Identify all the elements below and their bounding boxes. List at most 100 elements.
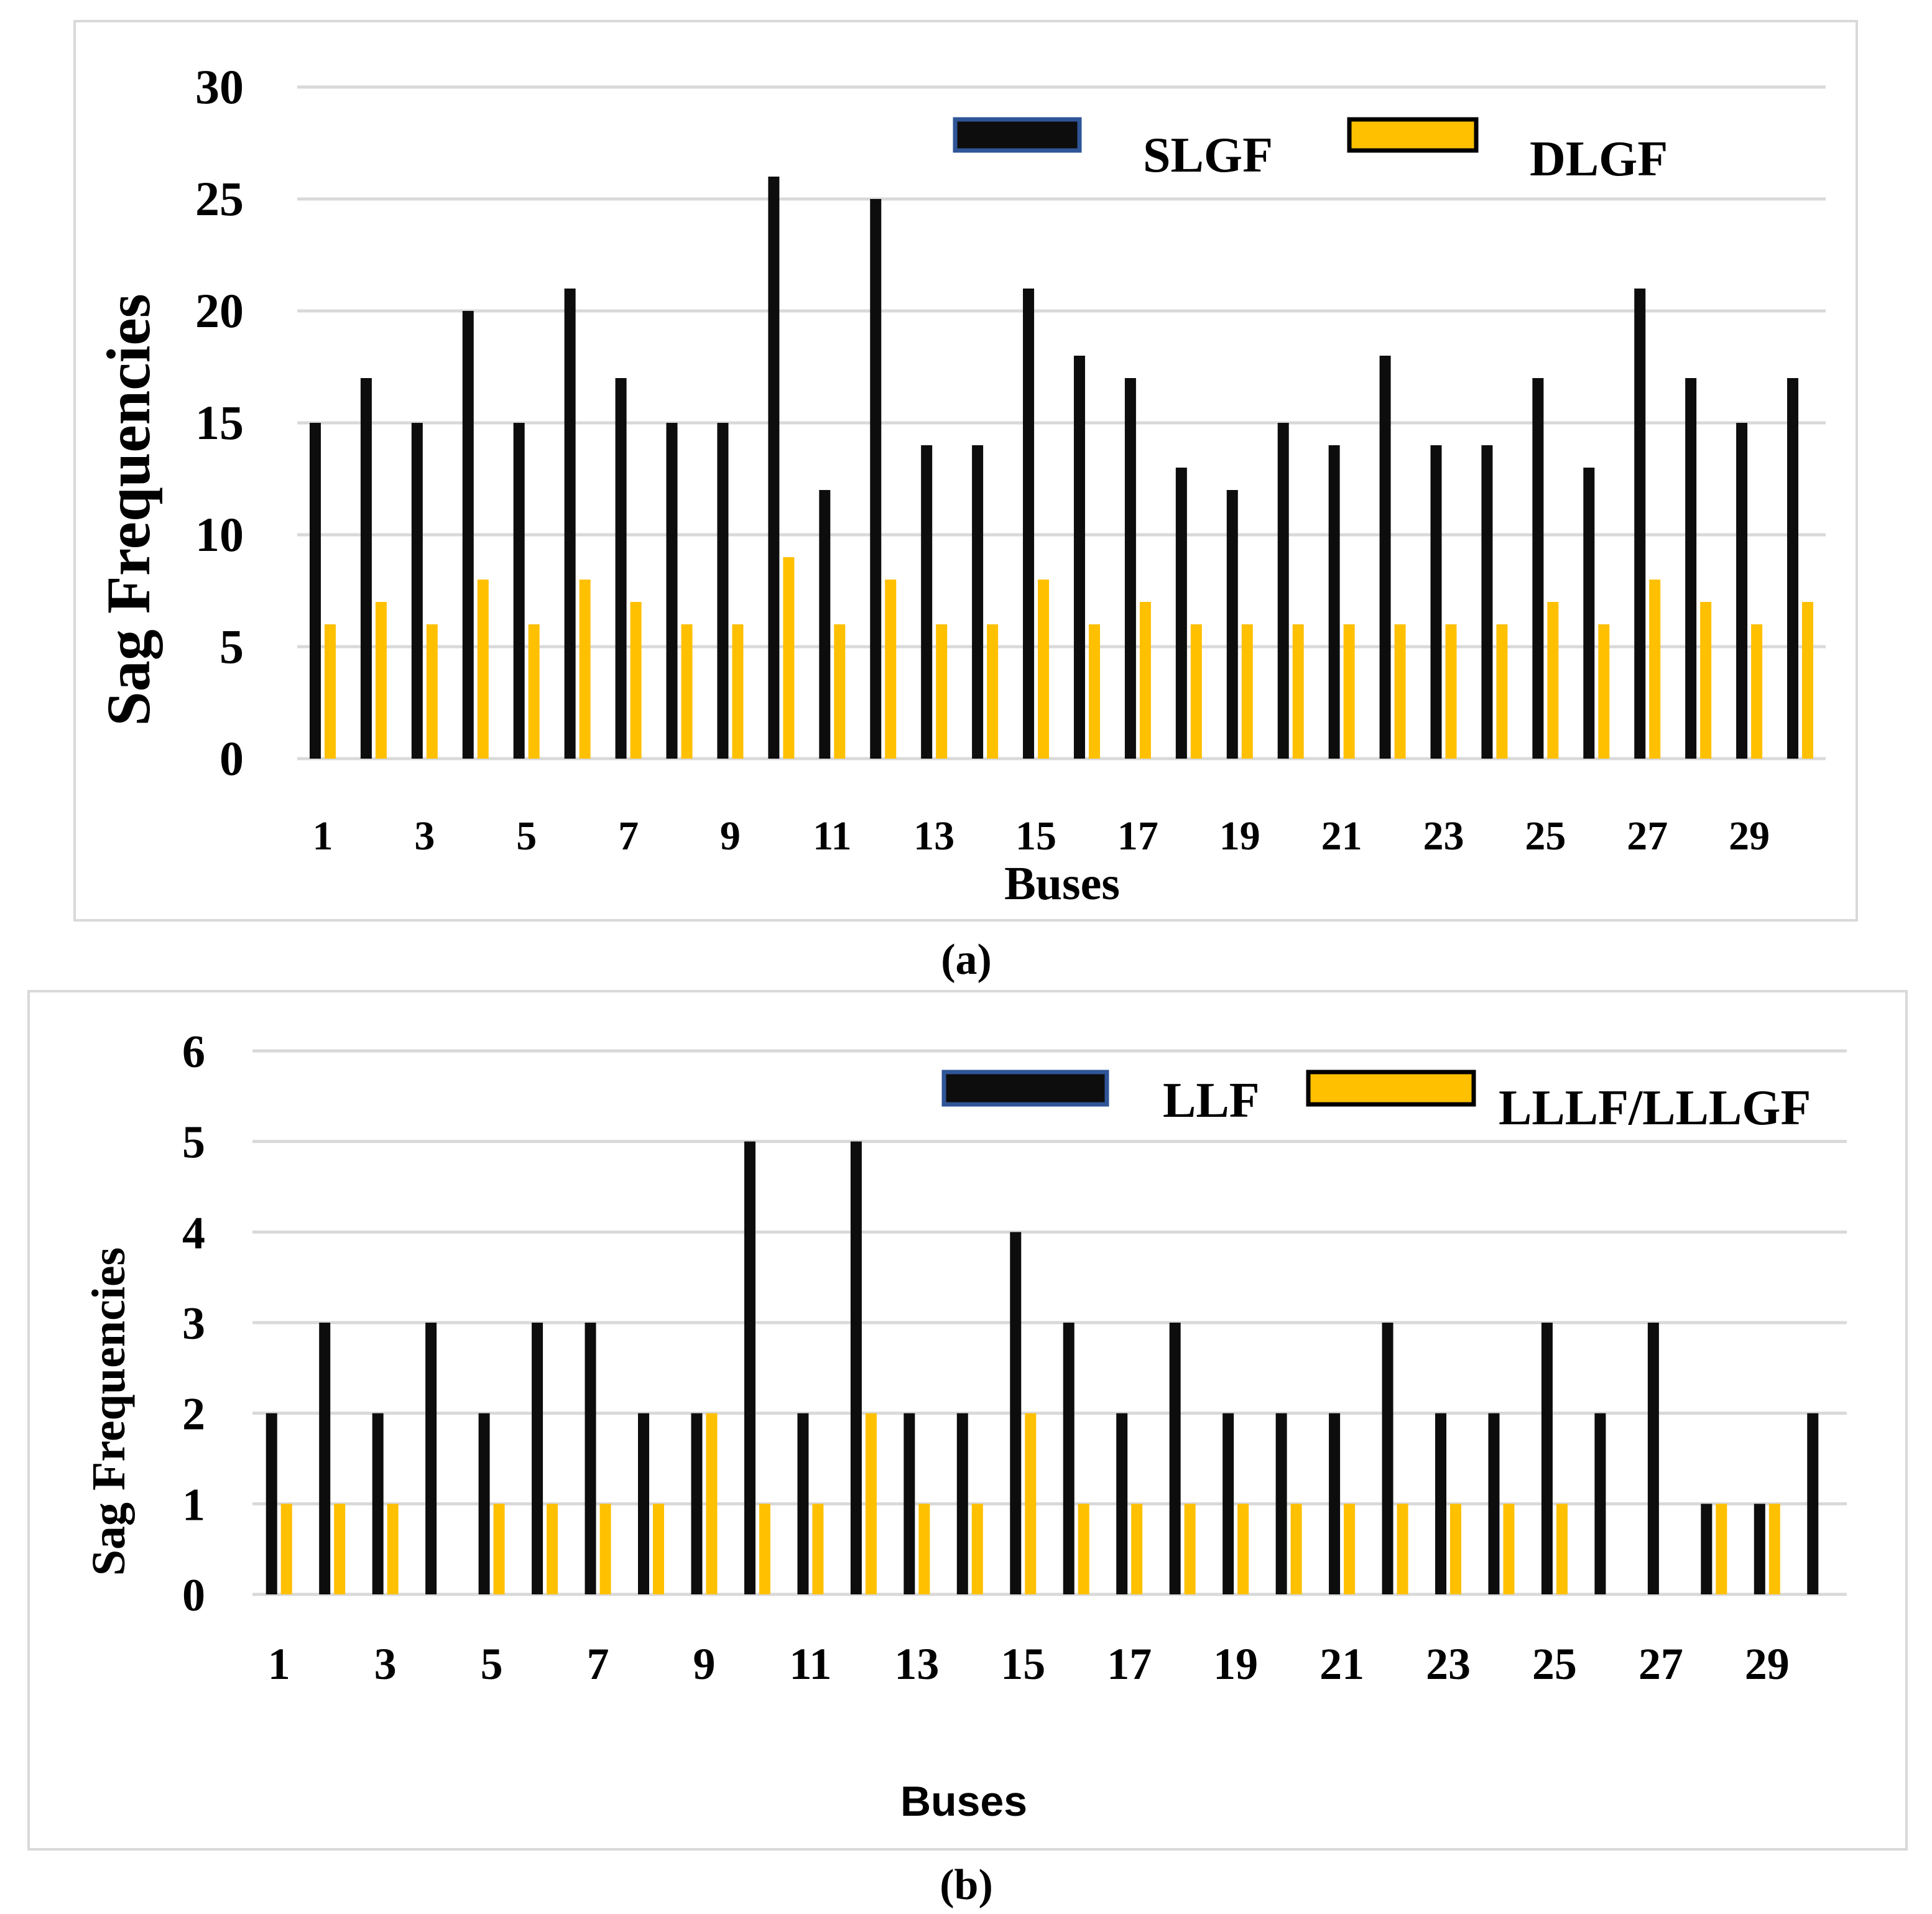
bar-dlgf-bus-19	[1241, 624, 1253, 759]
bar-dlgf-bus-20	[1292, 624, 1304, 759]
bar-slgf-bus-4	[462, 311, 474, 759]
bar-llf-bus-27	[1647, 1323, 1659, 1594]
x-tick-label: 9	[720, 813, 741, 859]
y-tick-label: 0	[220, 731, 244, 785]
bar-lllf-lllgf-bus-9	[706, 1413, 718, 1594]
bar-dlgf-bus-11	[834, 624, 846, 759]
legend-label-llf: LLF	[1163, 1073, 1260, 1128]
bar-dlgf-bus-21	[1343, 624, 1355, 759]
bar-llf-bus-14	[956, 1413, 968, 1594]
bar-lllf-lllgf-bus-2	[334, 1504, 346, 1594]
x-tick-label: 23	[1426, 1639, 1471, 1689]
bar-lllf-lllgf-bus-16	[1078, 1504, 1089, 1594]
bar-dlgf-bus-5	[528, 624, 540, 759]
x-tick-label: 15	[1001, 1639, 1045, 1689]
chart-a-bars	[309, 177, 1814, 759]
y-tick-label: 25	[195, 172, 244, 226]
chart-a-y-ticks: 0 5 10 15 20 25 30	[195, 60, 244, 785]
bar-slgf-bus-1	[309, 423, 321, 759]
bar-slgf-bus-15	[1023, 289, 1035, 759]
bar-llf-bus-9	[691, 1413, 703, 1594]
bar-dlgf-bus-1	[324, 624, 336, 759]
legend-swatch-dlgf	[1347, 117, 1479, 153]
legend-label-lllf-lllgf: LLLF/LLLGF	[1499, 1081, 1811, 1135]
y-tick-label: 5	[220, 619, 244, 673]
bar-slgf-bus-24	[1481, 445, 1493, 759]
bar-lllf-lllgf-bus-29	[1768, 1504, 1780, 1594]
x-tick-label: 1	[312, 813, 333, 859]
bar-llf-bus-29	[1754, 1504, 1765, 1594]
legend-swatch-llf	[941, 1070, 1109, 1107]
bar-dlgf-bus-9	[732, 624, 744, 759]
bar-lllf-lllgf-bus-28	[1716, 1504, 1727, 1594]
y-tick-label: 2	[182, 1389, 205, 1440]
bar-llf-bus-28	[1701, 1504, 1712, 1594]
bar-lllf-lllgf-bus-15	[1025, 1413, 1037, 1594]
bar-llf-bus-24	[1488, 1413, 1500, 1594]
bar-dlgf-bus-25	[1547, 602, 1559, 759]
bar-dlgf-bus-13	[936, 624, 948, 759]
bar-llf-bus-21	[1329, 1413, 1341, 1594]
bar-llf-bus-19	[1223, 1413, 1234, 1594]
bar-dlgf-bus-26	[1598, 624, 1610, 759]
bar-llf-bus-30	[1807, 1413, 1819, 1594]
bar-lllf-lllgf-bus-20	[1290, 1504, 1302, 1594]
bar-llf-bus-23	[1435, 1413, 1446, 1594]
bar-llf-bus-11	[797, 1413, 809, 1594]
bar-lllf-lllgf-bus-24	[1503, 1504, 1515, 1594]
x-tick-label: 1	[268, 1639, 290, 1689]
y-tick-label: 3	[182, 1298, 205, 1349]
y-tick-label: 0	[182, 1570, 205, 1621]
x-tick-label: 11	[813, 813, 851, 859]
bar-llf-bus-6	[532, 1323, 543, 1594]
bar-slgf-bus-6	[564, 289, 576, 759]
chart-b-xlabel: Buses	[900, 1778, 1027, 1825]
bar-lllf-lllgf-bus-8	[653, 1504, 664, 1594]
x-tick-label: 5	[516, 813, 537, 859]
chart-a-x-ticks: 1 3 5 7 9 11 13 15 17 19 21 23 25 27 29	[312, 813, 1770, 859]
bar-dlgf-bus-27	[1649, 580, 1661, 759]
bar-slgf-bus-9	[717, 423, 729, 759]
x-tick-label: 21	[1320, 1639, 1364, 1689]
bar-lllf-lllgf-bus-12	[865, 1413, 877, 1594]
x-tick-label: 13	[894, 1639, 939, 1689]
bar-slgf-bus-29	[1736, 423, 1748, 759]
bar-slgf-bus-25	[1532, 378, 1544, 759]
legend-label-slgf: SLGF	[1143, 128, 1273, 183]
bar-slgf-bus-16	[1073, 356, 1085, 759]
y-tick-label: 5	[182, 1117, 205, 1168]
x-tick-label: 27	[1627, 813, 1668, 859]
bar-slgf-bus-12	[870, 199, 882, 759]
bar-slgf-bus-26	[1583, 468, 1595, 759]
chart-b-gridlines	[252, 1049, 1847, 1596]
y-tick-label: 20	[195, 284, 244, 338]
x-tick-label: 7	[618, 813, 639, 859]
bar-llf-bus-5	[478, 1413, 490, 1594]
x-tick-label: 13	[913, 813, 954, 859]
bar-dlgf-bus-16	[1088, 624, 1100, 759]
y-tick-label: 1	[182, 1479, 205, 1530]
bar-dlgf-bus-29	[1751, 624, 1763, 759]
chart-b-x-ticks: 1 3 5 7 9 11 13 15 17 19 21 23 25 27 29	[268, 1639, 1790, 1689]
x-tick-label: 15	[1015, 813, 1056, 859]
bar-dlgf-bus-17	[1139, 602, 1151, 759]
bar-slgf-bus-13	[921, 445, 933, 759]
bar-slgf-bus-17	[1124, 378, 1136, 759]
bar-llf-bus-12	[850, 1141, 862, 1594]
bar-dlgf-bus-7	[630, 602, 642, 759]
legend-swatch-slgf	[953, 117, 1082, 153]
bar-slgf-bus-22	[1379, 356, 1391, 759]
x-tick-label: 19	[1219, 813, 1260, 859]
x-tick-label: 23	[1423, 813, 1464, 859]
bar-dlgf-bus-30	[1802, 602, 1814, 759]
bar-lllf-lllgf-bus-3	[387, 1504, 399, 1594]
y-tick-label: 6	[182, 1027, 205, 1078]
chart-a-legend: SLGF DLGF	[953, 117, 1668, 187]
x-tick-label: 27	[1639, 1639, 1683, 1689]
bar-slgf-bus-18	[1175, 468, 1187, 759]
chart-b-ylabel: Sag Frequencies	[83, 1247, 135, 1576]
caption-b: (b)	[940, 1861, 993, 1909]
x-tick-label: 11	[789, 1639, 831, 1689]
